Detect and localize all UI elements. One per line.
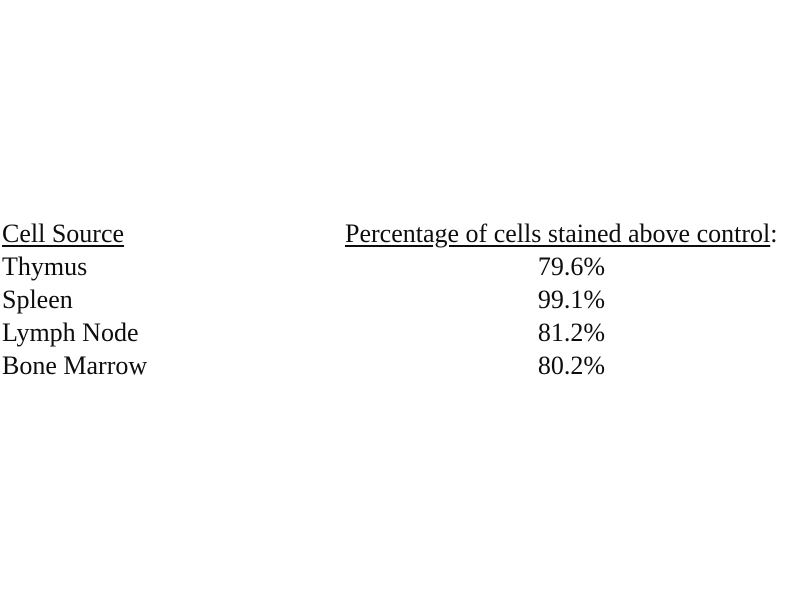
cell-source-value: Thymus xyxy=(2,252,88,281)
cell-source-header: Cell Source xyxy=(2,217,345,250)
table-row: Lymph Node 81.2% xyxy=(2,316,798,349)
percentage-value: 81.2% xyxy=(537,318,606,347)
percentage-value: 99.1% xyxy=(537,285,606,314)
table-row: Thymus 79.6% xyxy=(2,250,798,283)
percentage-value: 80.2% xyxy=(537,351,606,380)
cell-source-value: Lymph Node xyxy=(2,318,139,347)
staining-results-section: Cell Source Percentage of cells stained … xyxy=(2,217,798,382)
percentage-value: 79.6% xyxy=(537,252,606,281)
header-row: Cell Source Percentage of cells stained … xyxy=(2,217,798,250)
cell-source-header-label: Cell Source xyxy=(2,219,125,248)
percentage-header-label: Percentage of cells stained above contro… xyxy=(345,219,771,248)
percentage-header: Percentage of cells stained above contro… xyxy=(345,217,798,250)
table-row: Bone Marrow 80.2% xyxy=(2,349,798,382)
staining-table: Cell Source Percentage of cells stained … xyxy=(2,217,798,382)
cell-source-value: Bone Marrow xyxy=(2,351,148,380)
staining-table-body: Thymus 79.6% Spleen 99.1% Lymph Node 81.… xyxy=(2,250,798,382)
cell-source-value: Spleen xyxy=(2,285,73,314)
table-row: Spleen 99.1% xyxy=(2,283,798,316)
staining-table-header: Cell Source Percentage of cells stained … xyxy=(2,217,798,250)
percentage-header-suffix: : xyxy=(770,219,778,248)
